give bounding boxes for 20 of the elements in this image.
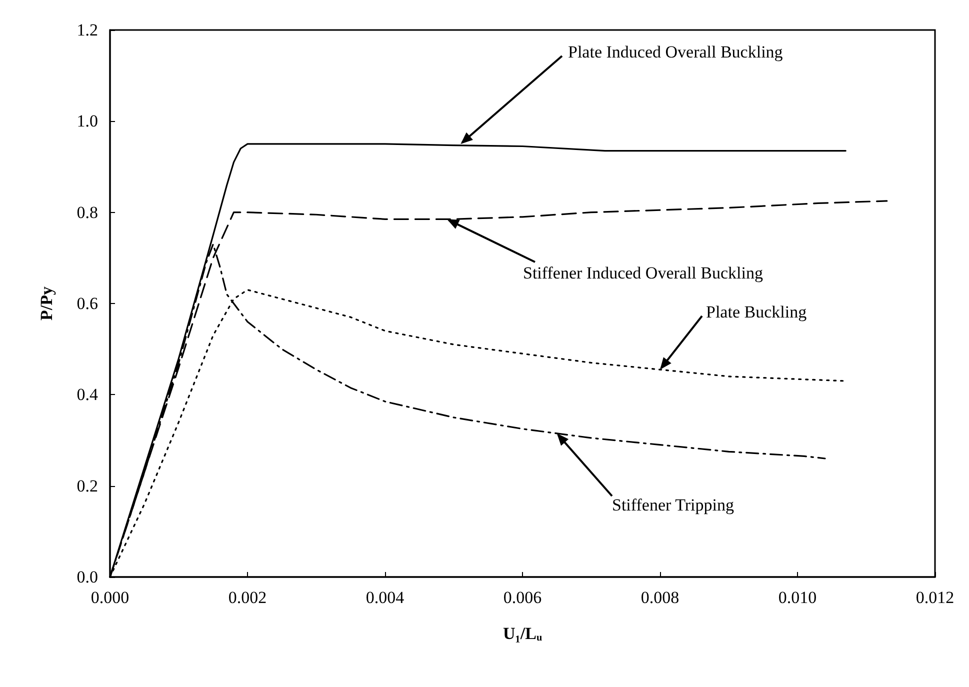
x-tick-label: 0.004 (366, 588, 405, 607)
y-tick-label: 0.6 (76, 294, 98, 313)
x-tick-label: 0.006 (503, 588, 542, 607)
y-tick-label: 0.4 (76, 385, 98, 404)
annotation: Plate Induced Overall Buckling (568, 42, 784, 62)
x-tick-label: 0.002 (228, 588, 267, 607)
annotation: Stiffener Tripping (612, 496, 735, 514)
annotation: Plate Buckling (706, 302, 808, 322)
y-tick-label: 0.0 (76, 568, 98, 586)
x-tick-label: 0.000 (90, 588, 130, 607)
y-tick-label: 1.2 (76, 20, 98, 40)
x-tick-label: 0.012 (916, 588, 954, 607)
y-tick-label: 0.8 (76, 202, 98, 222)
y-axis-title: P/Py (37, 286, 56, 320)
x-tick-label: 0.010 (778, 588, 817, 607)
y-tick-label: 0.2 (76, 476, 98, 496)
x-axis-title: U₁/Lᵤ (503, 624, 542, 643)
x-tick-label: 0.008 (640, 588, 680, 607)
y-tick-label: 1.0 (76, 112, 98, 131)
annotation: Stiffener Induced Overall Buckling (523, 264, 764, 282)
